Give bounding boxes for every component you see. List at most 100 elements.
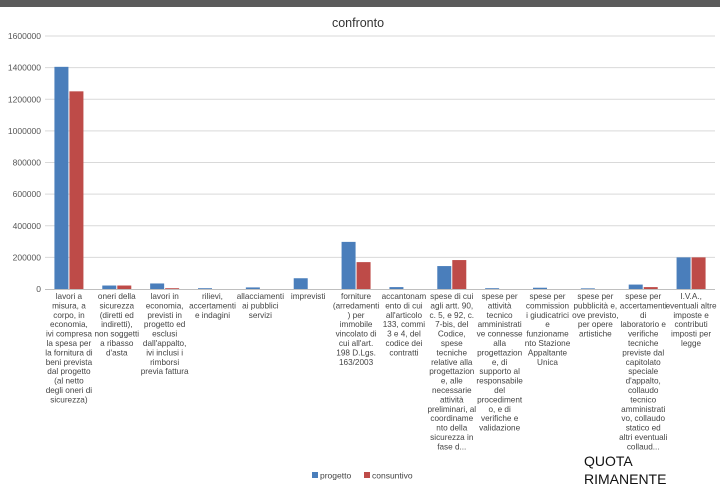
category-label-line: accertamenti <box>189 301 236 310</box>
category-label-line: contratti <box>389 348 418 357</box>
category-label-line: c. 5, e 92, c. <box>429 311 474 320</box>
category-label: lavori a misura, a corpo, in economia, ivi c… <box>45 292 93 404</box>
category-label: spese di cui agli artt. 90, c. 5, e 92, c.… <box>427 292 476 451</box>
category-label-line: spese per <box>577 292 613 301</box>
category-label-line: sicurezza <box>99 301 134 310</box>
category-label-line: d'appalto, <box>626 377 661 386</box>
category-label-line: ) per <box>348 311 365 320</box>
bar-consuntivo <box>691 257 706 289</box>
category-label-line: 3 e 4, del <box>387 330 421 339</box>
category-label-line: amministrati <box>478 320 522 329</box>
y-tick-label: 800000 <box>13 158 42 168</box>
category-label-line: la fornitura di <box>45 348 93 357</box>
category-label-line: validazione <box>479 424 520 433</box>
category-label-line: previa fattura <box>141 367 189 376</box>
category-label-line: ivi inclusi i <box>146 348 183 357</box>
legend-label-consuntivo: consuntivo <box>372 471 413 481</box>
category-label-line: sicurezza) <box>50 395 88 404</box>
category-label-line: fase d... <box>437 442 466 451</box>
category-label: accantonam ento di cui all'articolo 133, co… <box>382 292 427 357</box>
category-label-line: dal progetto <box>47 367 91 376</box>
bar-consuntivo <box>69 91 84 289</box>
bar-consuntivo <box>356 262 371 289</box>
category-label-line: allacciamenti <box>237 292 285 301</box>
y-tick-label: 600000 <box>13 189 42 199</box>
bar-progetto <box>198 288 212 289</box>
legend-swatch-consuntivo <box>364 472 370 478</box>
category-label-line: degli oneri di <box>46 386 93 395</box>
category-label-line: servizi <box>249 311 272 320</box>
category-label-line: e indagini <box>195 311 230 320</box>
category-label-line: ento di cui <box>385 301 423 310</box>
category-label-line: economia, <box>146 301 184 310</box>
category-label: rilievi, accertamenti e indagini <box>189 292 236 320</box>
y-tick-label: 200000 <box>13 252 42 262</box>
category-label-line: capitolato <box>626 358 661 367</box>
category-label-line: necessarie <box>432 386 472 395</box>
category-label-line: accertamenti <box>620 301 667 310</box>
category-label-line: tecnico <box>487 311 513 320</box>
category-label-line: dall'appalto, <box>143 339 186 348</box>
category-label-line: previsti in <box>147 311 182 320</box>
category-label-line: 198 D.Lgs. <box>336 348 376 357</box>
category-label-line: spese per <box>482 292 518 301</box>
category-label-line: di <box>640 311 647 320</box>
y-tick-label: 400000 <box>13 221 42 231</box>
category-label-line: progetto ed <box>144 320 186 329</box>
category-label-line: coordiname <box>430 414 473 423</box>
category-label-line: economia, <box>50 320 88 329</box>
category-label-line: (diretti ed <box>100 311 135 320</box>
category-label-line: o, e di <box>488 405 510 414</box>
x-axis-category-labels: lavori a misura, a corpo, in economia, ivi c… <box>45 292 717 451</box>
category-label-line: tecnico <box>630 395 656 404</box>
category-label-line: rimborsi <box>150 358 179 367</box>
gridlines <box>45 35 715 258</box>
category-label-line: spese <box>441 339 463 348</box>
category-label-line: cui all'art. <box>339 339 373 348</box>
category-label-line: attività <box>440 395 464 404</box>
bar-progetto <box>437 266 452 289</box>
y-tick-label: 1600000 <box>8 31 41 41</box>
bar-progetto <box>533 287 547 289</box>
category-label-line: non soggetti <box>94 330 139 339</box>
category-label-line: Appaltante <box>528 348 568 357</box>
category-label-line: preliminari, al <box>427 405 476 414</box>
category-label-line: agli artt. 90, <box>430 301 473 310</box>
category-label: spese per accertamenti di laboratorio e veri… <box>619 292 667 451</box>
category-label-line: spese per <box>530 292 566 301</box>
category-label: spese per commission i giudicatrici e funzio… <box>525 292 571 367</box>
category-label-line: lavori a <box>56 292 83 301</box>
category-label-line: alla <box>493 339 506 348</box>
category-label-line: beni prevista <box>46 358 93 367</box>
y-tick-label: 1400000 <box>8 63 41 73</box>
category-label-line: misura, a <box>52 301 86 310</box>
category-label-line: verifiche <box>628 330 659 339</box>
category-label-line: progettazion <box>429 367 475 376</box>
category-label: allacciamenti ai pubblici servizi <box>237 292 285 320</box>
category-label-line: contributi <box>674 320 707 329</box>
bar-consuntivo <box>117 285 132 289</box>
category-label-line: (arredamenti <box>333 301 380 310</box>
legend-label-progetto: progetto <box>320 471 351 481</box>
category-label-line: nto Stazione <box>525 339 571 348</box>
category-label-line: artistiche <box>579 330 612 339</box>
category-label-line: commission <box>526 301 570 310</box>
category-label-line: (al netto <box>54 377 84 386</box>
chart-title: confronto <box>332 16 384 30</box>
category-label-line: funzioname <box>526 330 569 339</box>
category-label: oneri della sicurezza (diretti ed indiretti… <box>94 292 139 357</box>
y-tick-label: 0 <box>36 284 41 294</box>
category-label-line: Unica <box>537 358 558 367</box>
category-label-line: all'articolo <box>386 311 423 320</box>
category-label-line: ai pubblici <box>242 301 279 310</box>
remaining-quota-note: QUOTA RIMANENTE <box>584 453 667 487</box>
category-label-line: relative alla <box>431 358 473 367</box>
category-label-line: nto della <box>436 424 467 433</box>
category-label-line: e, alle <box>441 377 463 386</box>
window-top-bar <box>0 0 720 7</box>
category-label-line: I.V.A., <box>680 292 702 301</box>
category-label: I.V.A., eventuali altre imposte e contribut… <box>666 292 717 348</box>
category-label: lavori in economia, previsti in progetto ed… <box>141 292 189 376</box>
category-label-line: spese di cui <box>430 292 473 301</box>
category-label-line: imprevisti <box>291 292 326 301</box>
